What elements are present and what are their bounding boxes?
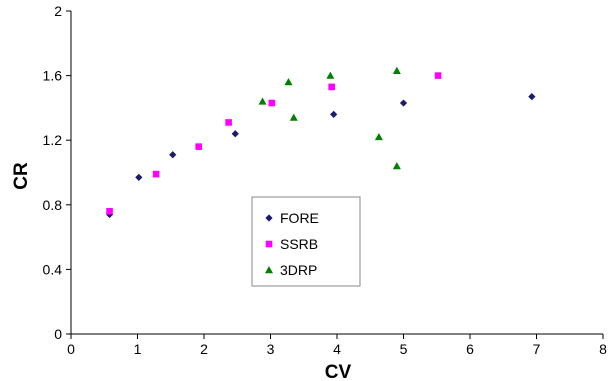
legend-label-fore: FORE	[280, 210, 319, 226]
data-point-ssrb	[152, 170, 160, 178]
data-point-ssrb	[225, 119, 232, 126]
data-point-3drp	[392, 162, 401, 170]
data-point-3drp	[258, 97, 267, 105]
y-tick-label: 0	[54, 326, 62, 342]
data-point-3drp	[289, 113, 298, 121]
data-point-3drp	[284, 78, 293, 86]
y-axis-title: CR	[11, 162, 32, 190]
x-tick-label: 7	[533, 341, 541, 357]
x-tick-label: 2	[200, 341, 208, 357]
x-tick-label: 3	[267, 341, 275, 357]
data-point-fore	[330, 110, 338, 118]
data-point-fore	[399, 99, 408, 107]
x-tick-label: 0	[67, 341, 75, 357]
data-point-3drp	[326, 71, 335, 79]
data-point-fore	[135, 173, 143, 181]
y-tick-label: 2	[54, 3, 62, 19]
legend-label-3drp: 3DRP	[280, 262, 317, 278]
data-point-3drp	[374, 132, 383, 141]
legend-label-ssrb: SSRB	[280, 236, 318, 252]
x-tick-label: 8	[599, 341, 607, 357]
data-point-3drp	[392, 66, 401, 74]
legend: FORE SSRB 3DRP	[251, 196, 361, 287]
data-points	[105, 66, 536, 219]
data-point-fore	[169, 151, 177, 159]
data-point-ssrb	[434, 72, 442, 79]
x-tick-label: 5	[400, 341, 408, 357]
data-point-ssrb	[328, 83, 335, 91]
legend-marker-fore	[265, 214, 273, 222]
data-point-ssrb	[268, 99, 276, 107]
legend-marker-3drp	[265, 266, 273, 274]
tick-labels: 0 1 2 3 4 5 6 7 8 0 0.4 0.8 1.2 1.6 2	[43, 3, 608, 357]
data-point-fore	[231, 130, 239, 138]
x-tick-label: 4	[333, 341, 341, 357]
y-tick-label: 0.8	[43, 197, 63, 213]
data-point-fore	[528, 92, 536, 101]
x-tick-label: 6	[466, 341, 474, 357]
legend-marker-ssrb	[265, 240, 273, 248]
data-point-ssrb	[195, 143, 202, 150]
data-point-ssrb	[106, 207, 113, 215]
x-axis-title: CV	[325, 362, 352, 381]
axes	[66, 10, 604, 339]
x-tick-label: 1	[134, 341, 142, 357]
y-tick-label: 1.6	[43, 68, 63, 84]
y-tick-label: 0.4	[43, 261, 63, 277]
y-tick-label: 1.2	[43, 132, 63, 148]
